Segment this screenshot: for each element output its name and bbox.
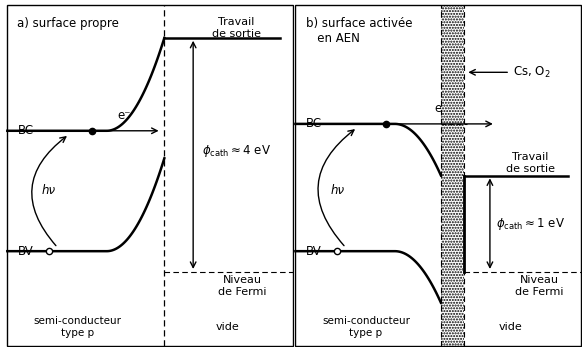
Text: Cs, O$_2$: Cs, O$_2$	[513, 65, 550, 80]
Text: Travail
de sortie: Travail de sortie	[212, 17, 261, 39]
Text: BV: BV	[306, 245, 321, 258]
Text: BC: BC	[306, 117, 322, 131]
Text: vide: vide	[498, 322, 522, 332]
Text: a) surface propre: a) surface propre	[18, 17, 119, 30]
Text: $\phi_{\mathrm{cath}} \approx 4\ \mathrm{eV}$: $\phi_{\mathrm{cath}} \approx 4\ \mathrm…	[202, 144, 271, 159]
Text: b) surface activée
   en AEN: b) surface activée en AEN	[306, 17, 412, 45]
Bar	[441, 5, 464, 346]
Text: BC: BC	[18, 124, 34, 137]
Text: semi-conducteur
type p: semi-conducteur type p	[34, 316, 122, 338]
Text: $\phi_{\mathrm{cath}} \approx 1\ \mathrm{eV}$: $\phi_{\mathrm{cath}} \approx 1\ \mathrm…	[496, 216, 564, 232]
Text: vide: vide	[216, 322, 239, 332]
Text: BV: BV	[18, 245, 33, 258]
Text: hν: hν	[330, 185, 345, 198]
Text: e⁻: e⁻	[434, 102, 447, 115]
Text: Niveau
de Fermi: Niveau de Fermi	[218, 275, 266, 297]
Text: hν: hν	[42, 185, 56, 198]
Text: semi-conducteur
type p: semi-conducteur type p	[322, 316, 410, 338]
Text: Niveau
de Fermi: Niveau de Fermi	[514, 275, 563, 297]
Text: Travail
de sortie: Travail de sortie	[506, 152, 554, 174]
Text: e⁻: e⁻	[117, 109, 131, 122]
